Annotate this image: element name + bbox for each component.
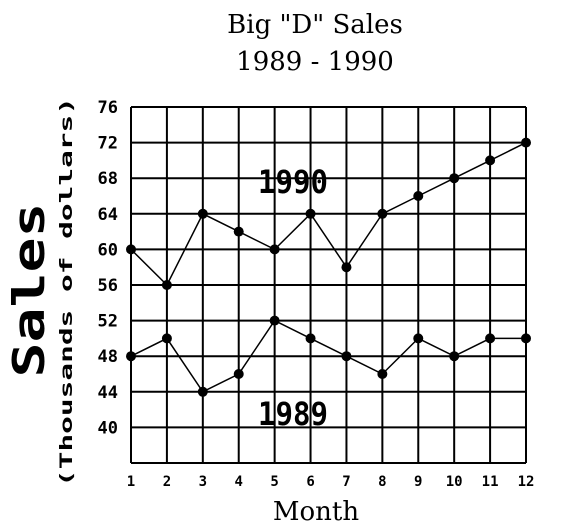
- data-point-1989: [233, 369, 244, 379]
- data-point-1989: [269, 315, 280, 326]
- x-tick-label: 11: [482, 474, 499, 490]
- data-point-1990: [233, 226, 244, 237]
- x-tick-label: 12: [518, 474, 535, 490]
- y-axis-label: Sales: [4, 203, 55, 378]
- x-axis-label: Month: [273, 497, 359, 527]
- data-point-1989: [305, 333, 316, 344]
- data-point-1990: [485, 155, 496, 166]
- x-tick-label: 4: [235, 474, 243, 490]
- data-point-1990: [126, 244, 136, 255]
- x-tick-label: 10: [446, 474, 463, 490]
- series-label-1990: 1990: [258, 163, 328, 201]
- x-tick-label: 6: [306, 474, 314, 490]
- data-point-1990: [341, 262, 352, 273]
- data-point-1989: [341, 351, 352, 362]
- data-point-1989: [521, 333, 531, 344]
- y-tick-label: 76: [98, 98, 118, 118]
- y-tick-label: 60: [98, 240, 118, 260]
- y-axis-sublabel: (Thousands of dollars): [57, 97, 77, 487]
- data-point-1990: [161, 280, 172, 290]
- data-point-1989: [413, 333, 424, 344]
- data-point-1990: [521, 137, 531, 148]
- y-tick-label: 52: [98, 312, 118, 332]
- y-tick-label: 48: [98, 347, 118, 367]
- grid: [130, 106, 527, 464]
- data-point-1990: [377, 208, 388, 219]
- x-tick-label: 1: [127, 474, 135, 490]
- y-tick-label: 68: [98, 169, 118, 189]
- y-tick-label: 56: [98, 276, 118, 296]
- data-point-1990: [413, 191, 424, 201]
- y-tick-label: 72: [98, 134, 118, 154]
- data-point-1989: [449, 351, 460, 362]
- x-tick-label: 8: [378, 474, 386, 490]
- series-label-1989: 1989: [258, 395, 328, 433]
- series-line-1990: [130, 141, 527, 287]
- data-point-1989: [126, 351, 136, 362]
- chart-title: Big "D" Sales: [227, 10, 403, 40]
- x-tick-label: 5: [270, 474, 278, 490]
- x-tick-label: 2: [163, 474, 171, 490]
- data-point-1989: [197, 386, 208, 397]
- y-tick-label: 40: [98, 418, 118, 438]
- y-tick-label: 44: [98, 383, 118, 403]
- x-tick-label: 7: [342, 474, 350, 490]
- y-tick-label: 64: [98, 205, 118, 225]
- data-point-1990: [449, 173, 460, 184]
- series: [126, 137, 531, 397]
- chart-subtitle: 1989 - 1990: [236, 47, 394, 77]
- data-point-1989: [377, 369, 388, 379]
- data-point-1989: [485, 333, 496, 344]
- data-point-1990: [269, 244, 280, 255]
- series-line-1989: [130, 319, 526, 393]
- data-point-1990: [305, 208, 316, 219]
- x-tick-label: 9: [414, 474, 422, 490]
- x-tick-label: 3: [199, 474, 207, 490]
- data-point-1990: [197, 208, 208, 219]
- x-tick-labels: 1 2 3 4 5 6 7 8 9 10 11 12: [127, 474, 535, 490]
- data-point-1989: [161, 333, 172, 344]
- y-tick-labels: 76 72 68 64 60 56 52 48 44 40: [98, 98, 118, 438]
